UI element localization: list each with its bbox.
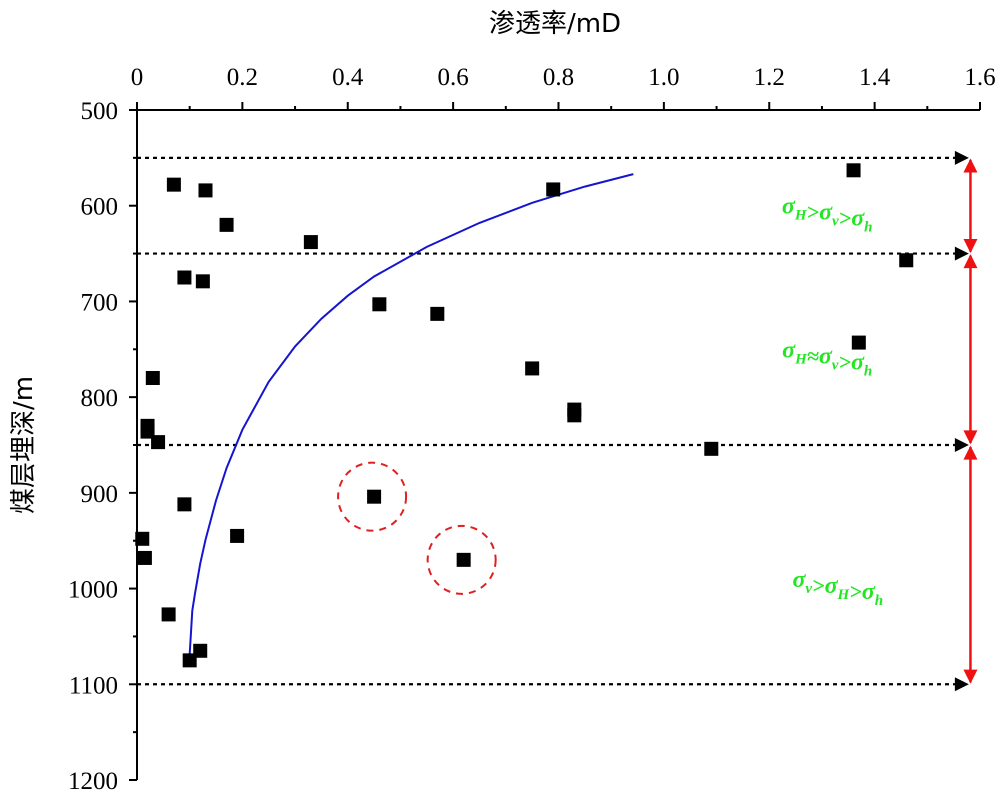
y-tick-label: 1200 bbox=[68, 768, 118, 795]
data-point bbox=[177, 270, 192, 285]
y-tick-label: 900 bbox=[81, 481, 119, 508]
axes: 0 0.2 0.4 0.6 0.8 1.0 1.2 1.4 1.6 500 600 700 800 90… bbox=[9, 9, 996, 795]
data-point bbox=[140, 424, 155, 439]
data-point bbox=[135, 531, 150, 546]
data-point bbox=[303, 235, 318, 250]
data-point bbox=[704, 441, 719, 456]
x-axis-title: 渗透率/mD bbox=[489, 9, 621, 39]
data-point bbox=[161, 607, 176, 622]
data-point bbox=[193, 643, 208, 658]
x-tick-label: 0.4 bbox=[332, 64, 364, 91]
y-tick-label: 700 bbox=[81, 289, 119, 316]
highlight-circles bbox=[337, 461, 497, 595]
y-tick-label: 500 bbox=[81, 98, 119, 125]
data-point bbox=[198, 183, 213, 198]
data-point bbox=[177, 497, 192, 512]
stress-regime-label: σH>σv>σh bbox=[782, 194, 873, 236]
data-points bbox=[135, 163, 914, 668]
data-point bbox=[899, 253, 914, 268]
y-ticks: 500 600 700 800 900 1000 1100 1200 bbox=[68, 98, 137, 795]
data-point bbox=[219, 217, 234, 232]
trend-line bbox=[188, 173, 634, 654]
data-point bbox=[230, 528, 245, 543]
depth-boundary-lines bbox=[137, 150, 969, 692]
x-tick-label: 0.6 bbox=[438, 64, 469, 91]
data-point bbox=[567, 408, 582, 423]
highlight-circle bbox=[426, 524, 497, 595]
x-tick-label: 0.8 bbox=[543, 64, 574, 91]
y-tick-label: 1000 bbox=[68, 577, 118, 604]
data-point bbox=[372, 297, 387, 312]
x-tick-label: 0.2 bbox=[227, 64, 258, 91]
data-point bbox=[166, 177, 181, 192]
data-point bbox=[846, 163, 861, 178]
data-point bbox=[367, 489, 382, 504]
y-axis-title: 煤层埋深/m bbox=[9, 376, 39, 514]
data-point bbox=[151, 435, 166, 450]
data-point bbox=[546, 182, 561, 197]
stress-regime-label: σv>σH>σh bbox=[792, 567, 883, 609]
x-tick-label: 0 bbox=[131, 64, 144, 91]
data-point bbox=[525, 361, 540, 376]
y-tick-label: 800 bbox=[81, 385, 119, 412]
x-tick-label: 1.0 bbox=[648, 64, 679, 91]
data-point bbox=[851, 335, 866, 350]
data-point bbox=[182, 653, 197, 668]
x-tick-label: 1.4 bbox=[859, 64, 891, 91]
highlight-circle bbox=[337, 461, 408, 532]
x-ticks: 0 0.2 0.4 0.6 0.8 1.0 1.2 1.4 1.6 bbox=[131, 64, 996, 110]
trend-line-group bbox=[188, 173, 634, 654]
data-point bbox=[195, 274, 210, 289]
y-tick-label: 1100 bbox=[69, 672, 118, 699]
x-tick-label: 1.6 bbox=[964, 64, 995, 91]
y-tick-label: 600 bbox=[81, 194, 119, 221]
x-tick-label: 1.2 bbox=[754, 64, 785, 91]
data-point bbox=[145, 371, 160, 385]
stress-regime-label: σH≈σv>σh bbox=[782, 337, 872, 379]
data-point bbox=[430, 306, 445, 321]
stress-regime-labels: σH>σv>σh σH≈σv>σh σv>σH>σh bbox=[782, 194, 883, 609]
data-point bbox=[137, 550, 152, 565]
data-point bbox=[456, 552, 471, 567]
